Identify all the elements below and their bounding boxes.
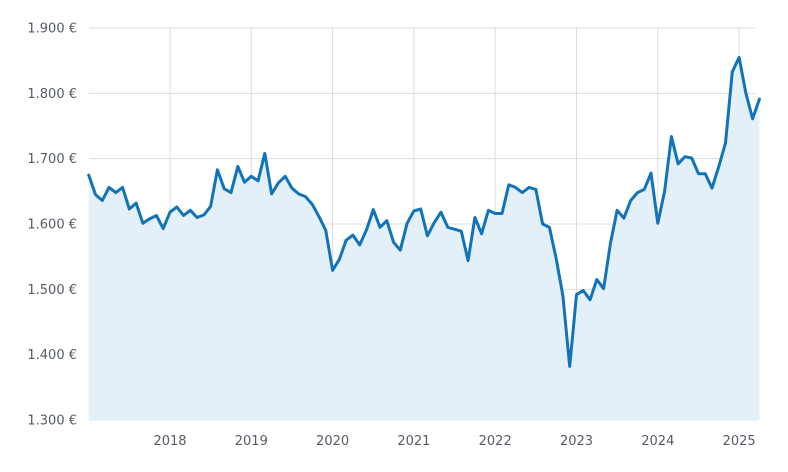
y-axis-labels: 1.300 € 1.400 € 1.500 € 1.600 € 1.700 € 1.800… — [27, 22, 77, 429]
x-tick-label: 2021 — [397, 434, 430, 449]
x-axis-labels: 2018 2019 2020 2021 2022 2023 2024 2025 — [153, 434, 755, 449]
x-tick-label: 2023 — [560, 434, 593, 449]
x-tick-label: 2020 — [316, 434, 349, 449]
y-tick-label: 1.700 € — [27, 152, 77, 167]
y-tick-label: 1.500 € — [27, 283, 77, 298]
y-tick-label: 1.800 € — [27, 87, 77, 102]
x-tick-label: 2025 — [723, 434, 756, 449]
y-tick-label: 1.900 € — [27, 22, 77, 37]
x-tick-label: 2022 — [479, 434, 512, 449]
x-tick-label: 2024 — [641, 434, 674, 449]
x-tick-label: 2019 — [235, 434, 268, 449]
y-tick-label: 1.300 € — [27, 414, 77, 429]
x-tick-label: 2018 — [153, 434, 186, 449]
y-tick-label: 1.600 € — [27, 218, 77, 233]
price-area-fill — [88, 57, 760, 421]
price-line — [87, 55, 761, 368]
y-tick-label: 1.400 € — [27, 348, 77, 363]
